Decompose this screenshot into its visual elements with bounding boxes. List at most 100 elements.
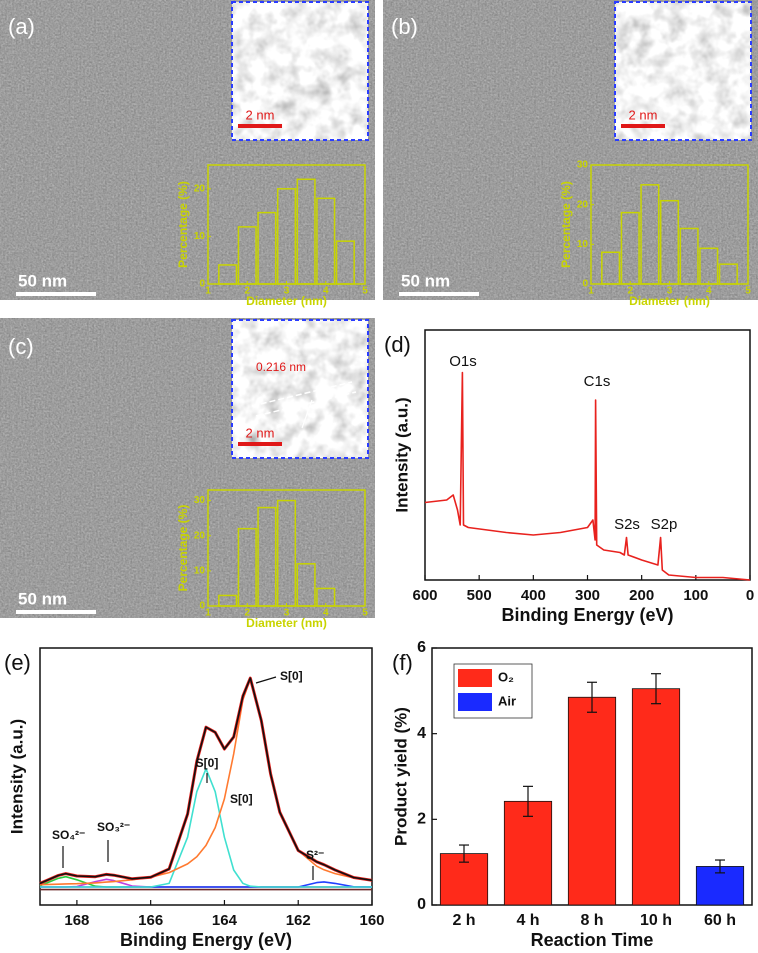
x-tick-label: 166 — [138, 912, 163, 929]
y-axis-label: Percentage (%) — [176, 505, 190, 592]
histogram-bar — [335, 240, 355, 285]
x-tick-label: 0 — [746, 587, 754, 604]
histogram-bar — [218, 264, 238, 285]
y-tick-label: 10 — [194, 565, 206, 576]
x-tick-label: 2 — [244, 286, 250, 297]
bar — [503, 800, 553, 906]
hrtem-inset-border — [614, 1, 752, 141]
x-axis-label: Diameter (nm) — [629, 294, 710, 308]
y-tick-label: 4 — [417, 725, 426, 742]
y-tick-label: 10 — [577, 239, 589, 250]
x-tick-label: 1 — [205, 608, 211, 619]
panel-label: (a) — [8, 14, 35, 39]
x-tick-label: 4 — [323, 608, 329, 619]
x-tick-label: 600 — [412, 587, 437, 604]
x-tick-label: 3 — [284, 608, 290, 619]
panel-label: (d) — [384, 332, 411, 357]
lattice-line — [251, 381, 353, 407]
bar — [567, 696, 617, 906]
hrtem-inset — [232, 320, 368, 458]
x-tick-label: 100 — [683, 587, 708, 604]
x-axis-label: Diameter (nm) — [246, 616, 327, 630]
annotation: S[0] — [280, 669, 303, 683]
inset-scale-label: 2 nm — [629, 107, 658, 122]
histogram-bar — [718, 263, 738, 285]
x-tick-label: 4 — [706, 286, 712, 297]
histogram-bar — [296, 563, 316, 607]
annotation: C1s — [584, 373, 611, 390]
inset-scale-label: 2 nm — [246, 425, 275, 440]
histogram-bar — [218, 594, 238, 607]
x-axis-label: Binding Energy (eV) — [501, 605, 673, 625]
annotation: SO₄²⁻ — [52, 828, 85, 842]
legend-label: O₂ — [498, 669, 514, 684]
panel-label: (f) — [392, 650, 413, 675]
legend-label: Air — [498, 693, 516, 708]
hrtem-inset — [232, 2, 368, 140]
y-tick-label: 20 — [194, 183, 206, 194]
y-tick-label: 2 — [417, 811, 426, 828]
y-tick-label: 20 — [577, 199, 589, 210]
x-axis-label: Diameter (nm) — [246, 294, 327, 308]
x-tick-label: 3 — [667, 286, 673, 297]
histogram-bar — [679, 227, 699, 285]
x-tick-label: 2 — [244, 608, 250, 619]
y-axis-label: Percentage (%) — [559, 181, 573, 268]
x-tick-label: 4 h — [516, 912, 539, 929]
lattice-line — [255, 391, 357, 417]
annotation: S2s — [614, 516, 640, 533]
legend-swatch — [458, 693, 492, 711]
histogram-bar — [296, 178, 316, 285]
x-axis-label: Binding Energy (eV) — [120, 930, 292, 950]
y-tick-label: 0 — [582, 279, 588, 290]
x-tick-label: 160 — [359, 912, 384, 929]
scale-bar-label: 50 nm — [401, 271, 450, 290]
y-tick-label: 6 — [417, 639, 426, 656]
plot-frame — [39, 647, 373, 906]
lattice-arrow — [301, 399, 313, 429]
annotation-arrow — [255, 676, 277, 684]
y-axis-label: Intensity (a.u.) — [392, 397, 411, 512]
annotation: S[0] — [230, 792, 253, 806]
annotation: S[0] — [196, 756, 219, 770]
histogram-bar — [640, 184, 660, 285]
x-tick-label: 1 — [205, 286, 211, 297]
legend-swatch — [458, 669, 492, 687]
y-tick-label: 20 — [194, 530, 206, 541]
annotation: O1s — [449, 353, 477, 370]
bar — [631, 688, 681, 906]
x-tick-label: 164 — [212, 912, 238, 929]
y-tick-label: 0 — [417, 896, 426, 913]
panel-label: (b) — [391, 14, 418, 39]
y-tick-label: 30 — [577, 160, 589, 171]
x-tick-label: 1 — [588, 286, 594, 297]
data-line — [39, 677, 373, 885]
x-axis-label: Reaction Time — [531, 930, 654, 950]
lattice-label: 0.216 nm — [256, 360, 306, 374]
panel-label: (e) — [4, 650, 31, 675]
inset-scale-label: 2 nm — [246, 107, 275, 122]
x-tick-label: 3 — [284, 286, 290, 297]
x-tick-label: 162 — [286, 912, 311, 929]
data-line — [424, 371, 751, 581]
x-tick-label: 8 h — [580, 912, 603, 929]
x-tick-label: 60 h — [704, 912, 736, 929]
x-tick-label: 10 h — [640, 912, 672, 929]
annotation: S²⁻ — [306, 848, 324, 862]
y-axis-label: Product yield (%) — [391, 707, 410, 846]
histogram-bar — [257, 211, 277, 285]
histogram-bar — [257, 506, 277, 607]
data-line — [40, 768, 372, 888]
x-tick-label: 2 — [627, 286, 633, 297]
x-tick-label: 400 — [521, 587, 546, 604]
x-tick-label: 5 — [745, 286, 751, 297]
annotation: SO₃²⁻ — [97, 820, 130, 834]
x-tick-label: 5 — [362, 286, 368, 297]
hrtem-inset-border — [231, 319, 369, 459]
x-tick-label: 168 — [64, 912, 89, 929]
y-tick-label: 10 — [194, 231, 206, 242]
y-tick-label: 0 — [199, 601, 205, 612]
y-axis-label: Intensity (a.u.) — [7, 719, 26, 834]
